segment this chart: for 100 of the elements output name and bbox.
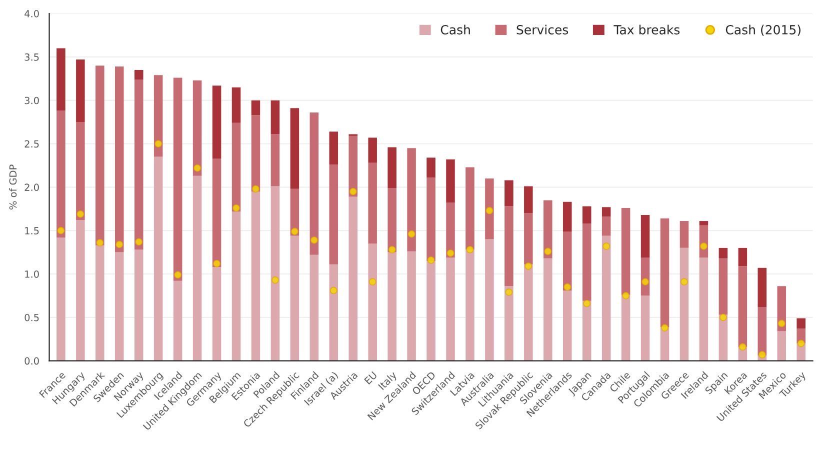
- bar: [407, 251, 416, 361]
- bar: [466, 167, 474, 250]
- bar: [251, 115, 260, 192]
- bar: [348, 196, 358, 361]
- legend-label: Services: [516, 24, 568, 34]
- bar: [602, 216, 611, 236]
- bar: [426, 260, 436, 361]
- point: [368, 278, 376, 286]
- bar: [544, 258, 552, 361]
- y-tick-label: 0.0: [24, 357, 39, 365]
- bar: [134, 70, 144, 80]
- point: [252, 185, 260, 193]
- point: [602, 242, 610, 250]
- point: [232, 204, 240, 212]
- bar: [738, 266, 748, 347]
- point: [720, 314, 727, 322]
- bar: [115, 66, 124, 252]
- bar: [446, 202, 455, 258]
- bar: [582, 224, 592, 301]
- bar: [621, 208, 630, 295]
- bar: [562, 231, 572, 290]
- bar: [621, 294, 630, 361]
- bar: [446, 159, 455, 203]
- bar: [777, 331, 786, 361]
- legend-label: Cash: [440, 24, 470, 34]
- bar: [368, 244, 377, 361]
- bar: [699, 221, 708, 226]
- point: [408, 230, 416, 238]
- point: [758, 351, 766, 358]
- bar: [407, 148, 416, 252]
- bar: [232, 211, 241, 361]
- bar: [758, 268, 767, 307]
- bar: [232, 87, 241, 123]
- bar: [56, 48, 66, 111]
- bar: [76, 220, 85, 361]
- y-tick-label: 1.5: [25, 227, 39, 234]
- point: [330, 286, 338, 294]
- point: [174, 271, 182, 279]
- bar: [310, 254, 319, 361]
- point: [291, 228, 298, 236]
- y-tick-label: 2.5: [24, 140, 39, 148]
- bar: [329, 132, 338, 165]
- bar: [96, 245, 104, 361]
- point: [213, 260, 220, 268]
- bar: [232, 122, 241, 212]
- bar: [329, 164, 338, 264]
- bar: [56, 110, 66, 238]
- bar: [738, 248, 748, 266]
- bar: [640, 296, 650, 361]
- bar: [270, 134, 280, 186]
- bar: [562, 290, 572, 361]
- bar: [173, 78, 182, 281]
- bar: [270, 186, 280, 361]
- bar: [192, 80, 202, 176]
- point: [544, 248, 552, 256]
- point: [797, 340, 805, 348]
- point: [583, 300, 591, 308]
- x-tick-label: EU: [364, 371, 378, 385]
- bar: [524, 213, 533, 264]
- bar: [602, 236, 611, 361]
- point: [446, 249, 454, 257]
- bar: [76, 122, 85, 220]
- point: [76, 210, 84, 218]
- bar: [192, 176, 202, 361]
- bar: [270, 100, 280, 134]
- y-axis-title: % of GDP: [9, 164, 17, 210]
- bar: [290, 108, 300, 189]
- bar: [485, 239, 494, 361]
- bar: [446, 257, 455, 361]
- bar: [524, 264, 533, 361]
- bar: [310, 112, 319, 255]
- bar: [640, 214, 650, 258]
- point: [194, 164, 201, 172]
- bar: [699, 257, 708, 361]
- legend-label: Cash (2015): [726, 24, 800, 36]
- point: [349, 188, 357, 196]
- bar: [154, 75, 163, 157]
- bar: [602, 207, 611, 217]
- point: [486, 206, 494, 214]
- y-tick-label: 0.5: [24, 314, 39, 322]
- bar: [134, 80, 144, 250]
- bar: [485, 178, 494, 240]
- bar: [329, 264, 338, 361]
- bar: [504, 286, 514, 361]
- y-tick-label: 2.0: [24, 184, 39, 191]
- point: [700, 242, 708, 250]
- bar: [524, 186, 533, 214]
- point: [116, 240, 124, 248]
- bar: [115, 252, 124, 361]
- y-tick-label: 3.0: [24, 96, 39, 104]
- bar: [680, 248, 689, 361]
- bar: [466, 250, 474, 361]
- y-tick-label: 1.0: [25, 270, 39, 278]
- point: [388, 246, 396, 254]
- bar: [368, 138, 377, 163]
- point: [154, 140, 162, 148]
- bar: [562, 202, 572, 232]
- point: [738, 343, 746, 351]
- bar: [212, 158, 222, 268]
- bar: [680, 221, 689, 248]
